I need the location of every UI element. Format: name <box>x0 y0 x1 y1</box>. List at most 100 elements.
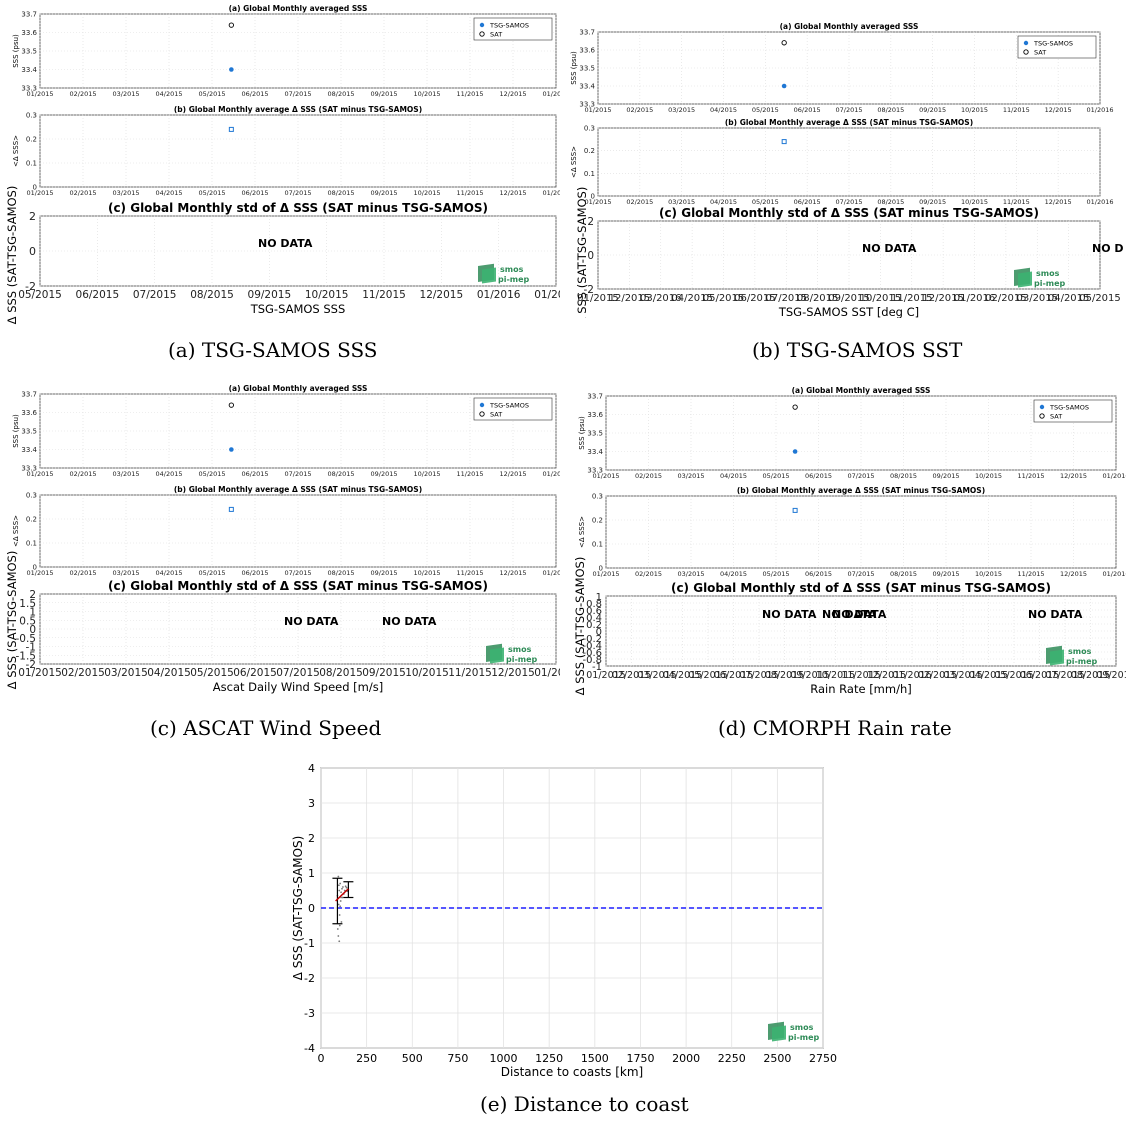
x-tick-label: 01/2015 <box>26 189 53 197</box>
scatter-point <box>341 887 343 890</box>
x-tick-label: 03/2015 <box>1016 293 1058 304</box>
x-tick-label: 10/2015 <box>975 570 1002 578</box>
x-tick-label: 09/2015 <box>370 90 397 98</box>
x-tick-label: 08/2015 <box>765 670 804 681</box>
x-tick-label: 09/2015 <box>932 472 959 480</box>
legend-label-tsg: TSG-SAMOS <box>489 22 529 30</box>
x-tick-label: 10/2015 <box>961 106 988 114</box>
y-tick-label: -2 <box>25 280 36 293</box>
y-tick-label: 0.6 <box>586 606 602 617</box>
top-chart-ylabel: SSS (psu) <box>12 34 20 68</box>
x-tick-label: 01/2016 <box>954 293 996 304</box>
y-tick-label: 33.5 <box>21 428 37 436</box>
x-tick-label: 10/2015 <box>860 293 902 304</box>
y-tick-label: 0 <box>29 245 36 258</box>
x-tick-label: 05/2015 <box>703 293 745 304</box>
x-tick-label: 04/2015 <box>155 569 182 577</box>
legend-marker-sat <box>479 411 485 417</box>
legend-marker-tsg <box>1039 404 1045 410</box>
x-tick-label: 10/2015 <box>961 198 988 206</box>
caption-e: (e) Distance to coast <box>480 1092 689 1116</box>
x-tick-label: 04/2015 <box>147 667 191 679</box>
x-tick-label: 04/2015 <box>969 670 1008 681</box>
y-tick-label: 2 <box>29 589 36 601</box>
scatter-point <box>340 891 342 894</box>
x-tick-label: 01/2016 <box>542 470 560 478</box>
x-tick-label: 05/2015 <box>198 569 225 577</box>
x-tick-label: 09/2015 <box>370 189 397 197</box>
x-tick-label: 03/2015 <box>112 569 139 577</box>
x-tick-label: 03/2016 <box>640 293 682 304</box>
x-tick-label: 09/2015 <box>919 106 946 114</box>
scatter-point <box>337 935 340 937</box>
legend-marker-tsg <box>479 22 485 28</box>
legend-box <box>1017 35 1097 59</box>
y-tick-label: 2 <box>29 210 36 223</box>
x-tick-label: 12/2015 <box>609 293 651 304</box>
x-tick-label: 02/2015 <box>69 569 96 577</box>
y-tick-label: -0.6 <box>582 648 602 659</box>
x-tick-label: 08/2015 <box>877 106 904 114</box>
x-tick-label: 07/2015 <box>847 472 874 480</box>
mean-line <box>335 888 349 902</box>
tsg-point <box>792 449 798 454</box>
x-tick-label: 250 <box>356 1052 377 1065</box>
x-tick-label: 11/2015 <box>362 289 406 301</box>
x-tick-label: 07/2015 <box>284 470 311 478</box>
x-tick-label: 2500 <box>763 1052 791 1065</box>
x-tick-label: 07/2015 <box>739 670 778 681</box>
x-tick-label: 06/2015 <box>1020 670 1059 681</box>
y-tick-label: -1 <box>304 937 315 950</box>
x-tick-label: 11/2015 <box>1003 106 1030 114</box>
logo-word-pimep: pi-mep <box>788 1033 820 1042</box>
x-tick-label: 10/2015 <box>405 667 449 679</box>
x-tick-label: 2000 <box>672 1052 700 1065</box>
x-tick-label: 07/2015 <box>835 106 862 114</box>
caption-c: (c) ASCAT Wind Speed <box>150 716 382 740</box>
x-tick-label: 03/2015 <box>668 198 695 206</box>
y-tick-label: 0.2 <box>26 136 37 144</box>
top-chart-ylabel: SSS (psu) <box>12 414 20 448</box>
y-tick-label: 0.3 <box>26 112 37 120</box>
y-tick-label: 1 <box>596 592 602 603</box>
sat-point <box>228 402 235 408</box>
x-tick-label: 08/2015 <box>797 293 839 304</box>
x-tick-label: 07/2015 <box>847 570 874 578</box>
x-tick-label: 0 <box>318 1052 325 1065</box>
x-tick-label: 06/2015 <box>805 472 832 480</box>
x-tick-label: 01/2015 <box>584 198 611 206</box>
x-tick-label: 1250 <box>535 1052 563 1065</box>
y-tick-label: 0.1 <box>584 170 595 178</box>
x-tick-label: 07/2015 <box>276 667 320 679</box>
x-tick-label: 01/2016 <box>542 90 560 98</box>
x-tick-label: 05/2015 <box>752 106 779 114</box>
bottom-chart-xlabel: Rain Rate [mm/h] <box>810 682 912 696</box>
bottom-chart-title: (c) Global Monthly std of Δ SSS (SAT min… <box>108 201 488 215</box>
y-tick-label: 0.2 <box>586 620 602 631</box>
no-data-label: NO DATA <box>762 608 817 621</box>
y-tick-label: 0.8 <box>586 599 602 610</box>
x-tick-label: 08/2015 <box>327 189 354 197</box>
y-tick-label: 0.5 <box>19 615 36 627</box>
x-tick-label: 09/2015 <box>828 293 870 304</box>
y-tick-label: 33.6 <box>21 29 37 37</box>
x-tick-label: 10/2015 <box>413 90 440 98</box>
x-tick-label: 06/2015 <box>714 670 753 681</box>
x-tick-label: 1000 <box>490 1052 518 1065</box>
scatter-point <box>336 928 339 930</box>
top-chart-ylabel: SSS (psu) <box>578 416 586 450</box>
x-tick-label: 05/2015 <box>198 470 225 478</box>
x-tick-label: 08/2015 <box>327 470 354 478</box>
y-tick-label: 0 <box>308 902 315 915</box>
logo-word-smos: smos <box>1036 269 1060 278</box>
y-tick-label: 33.7 <box>21 11 37 19</box>
mid-chart-title: (b) Global Monthly average Δ SSS (SAT mi… <box>725 118 973 127</box>
y-tick-label: 33.6 <box>579 47 595 55</box>
x-tick-label: 12/2015 <box>499 569 526 577</box>
y-tick-label: -1 <box>592 662 602 673</box>
x-tick-label: 08/2015 <box>190 289 234 301</box>
x-tick-label: 05/2015 <box>190 667 234 679</box>
x-tick-label: 01/2015 <box>18 667 62 679</box>
x-tick-label: 02/2015 <box>61 667 105 679</box>
